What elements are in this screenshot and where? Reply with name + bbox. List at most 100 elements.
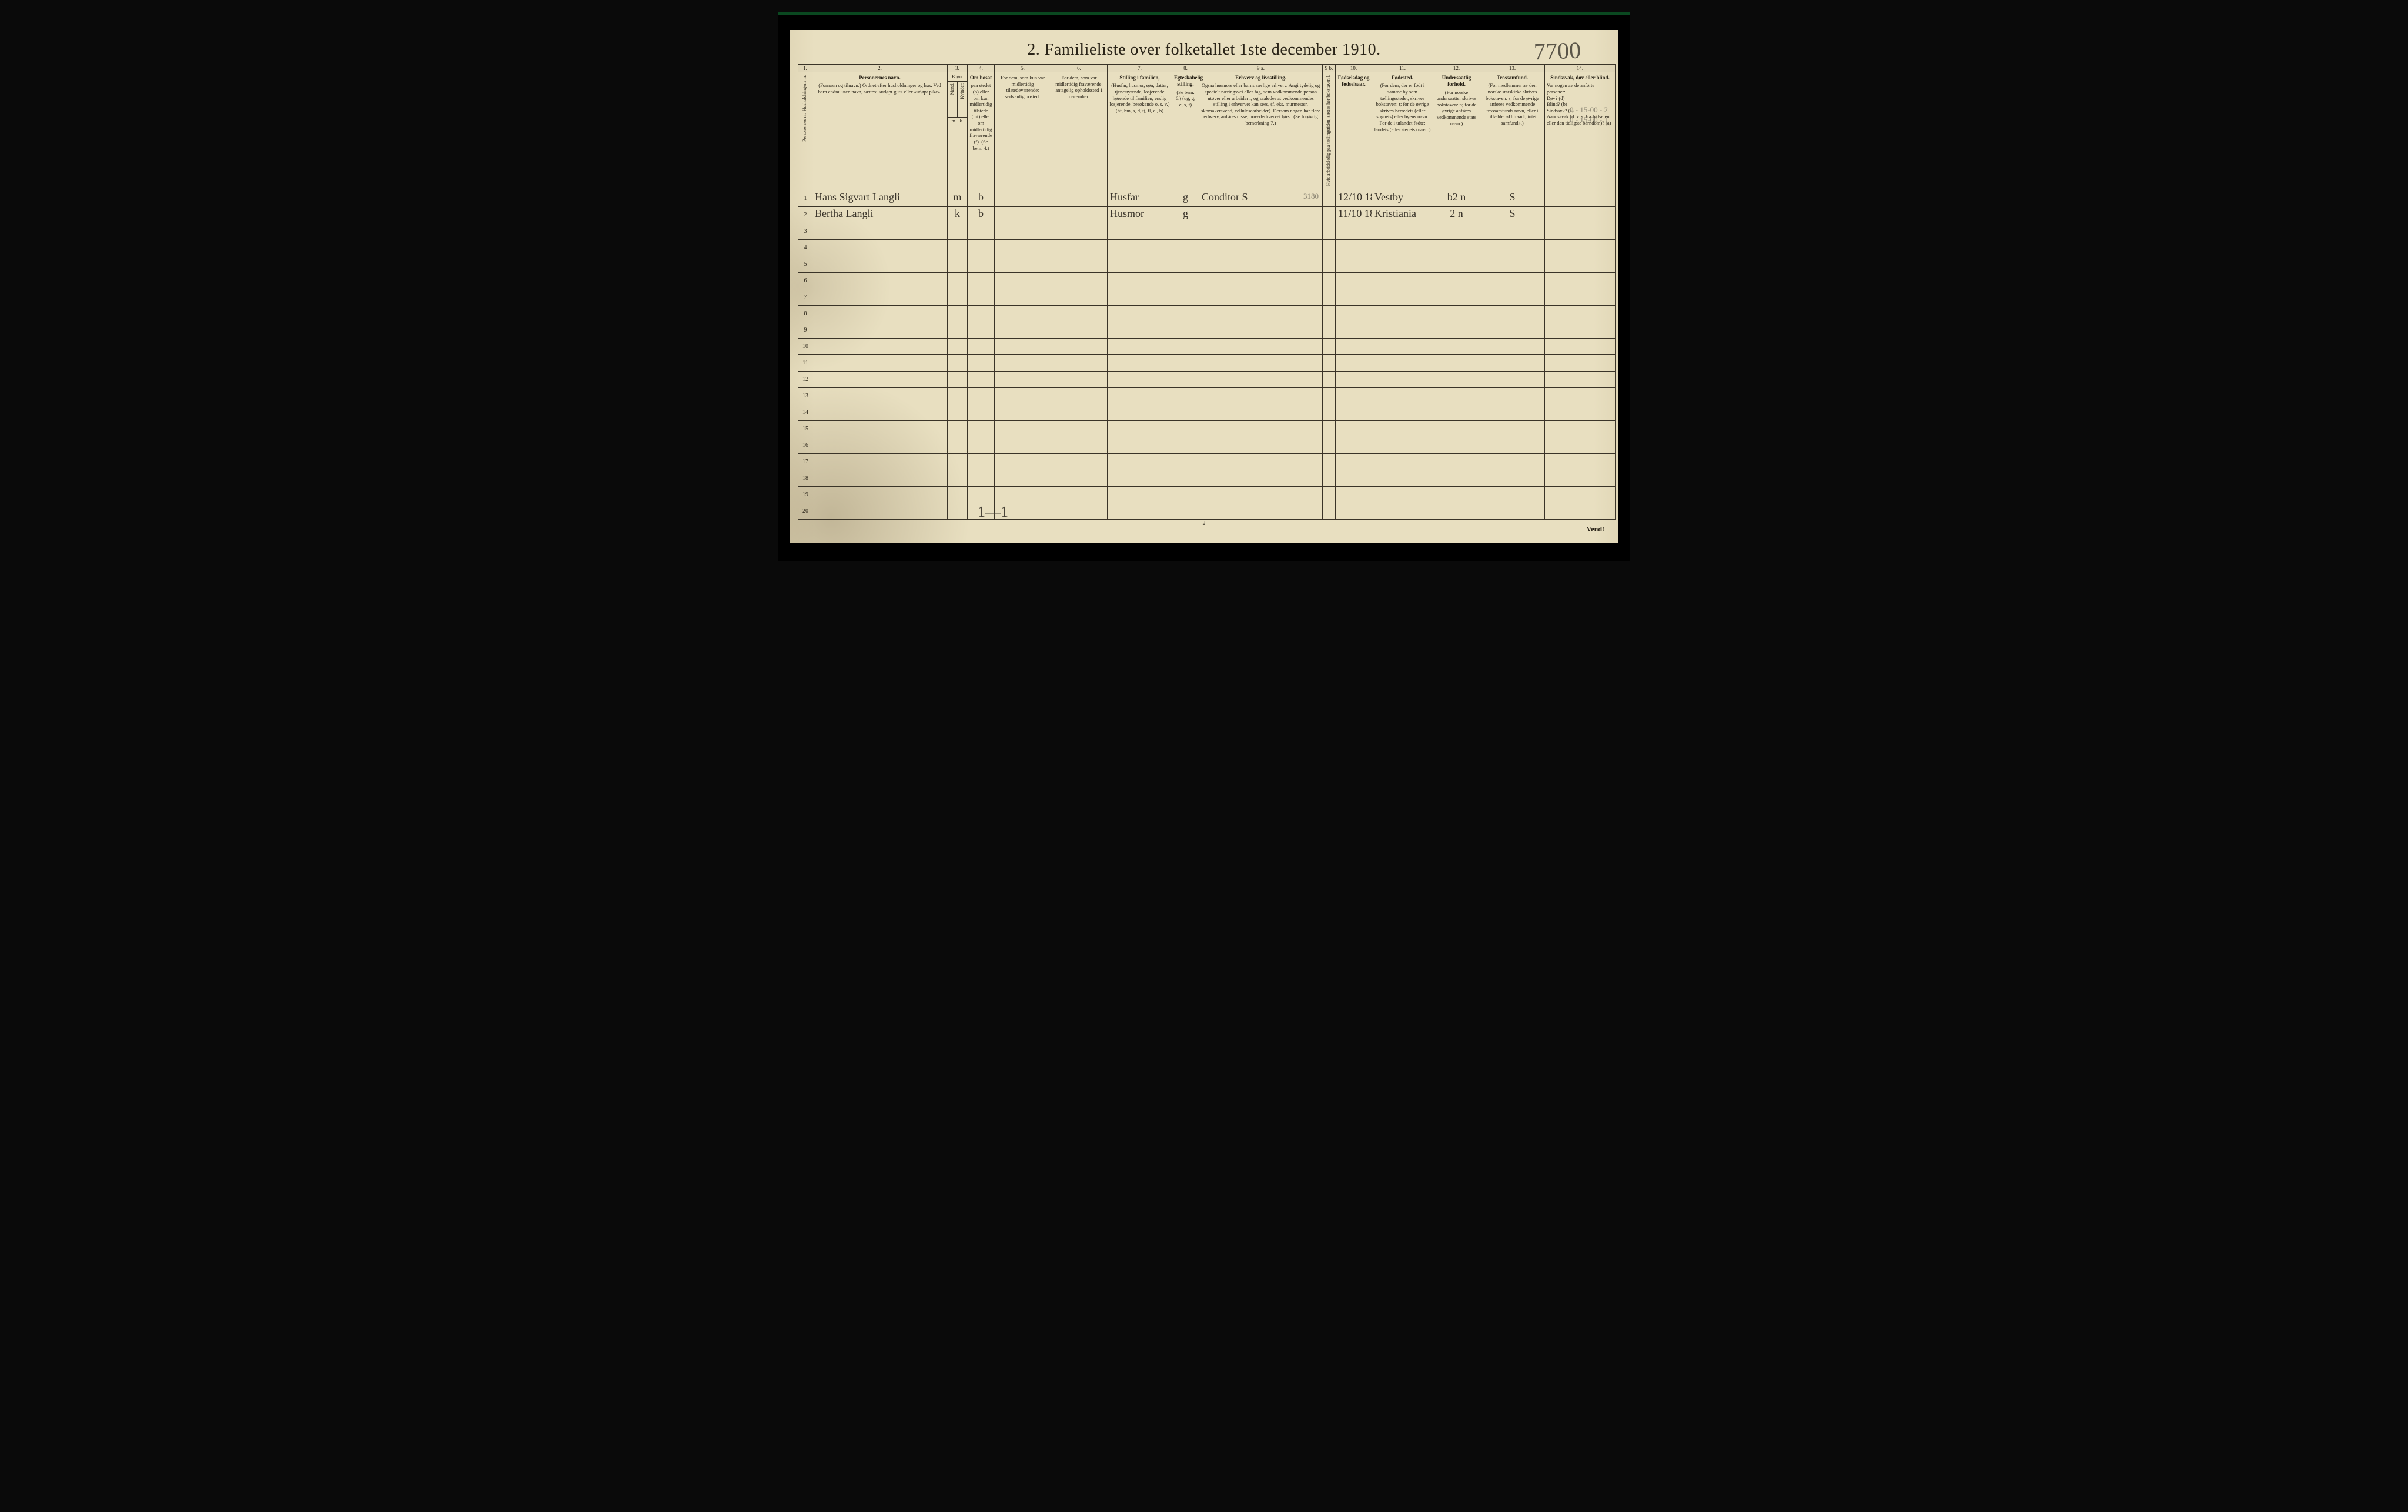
cell — [1051, 206, 1108, 223]
cell — [1051, 305, 1108, 322]
cell — [995, 289, 1051, 305]
cell — [995, 256, 1051, 272]
cell — [1323, 338, 1336, 354]
cell — [1172, 404, 1199, 420]
header-title: Kjøn. — [948, 72, 967, 82]
cell — [948, 322, 968, 338]
cell — [968, 272, 995, 289]
cell — [1433, 404, 1480, 420]
cell — [968, 420, 995, 437]
cell — [1545, 190, 1616, 206]
cell: b2 n — [1433, 190, 1480, 206]
cell — [1199, 371, 1323, 387]
cell — [948, 256, 968, 272]
cell — [995, 437, 1051, 453]
header-sub: (For medlemmer av den norske statskirke … — [1486, 82, 1539, 126]
cell — [968, 371, 995, 387]
cell — [1172, 239, 1199, 256]
cell — [1480, 503, 1545, 519]
table-row: 18 — [798, 470, 1616, 486]
cell — [1323, 470, 1336, 486]
cell — [948, 453, 968, 470]
col-header-4: Om bosat paa stedet (b) eller om kun mid… — [968, 72, 995, 190]
cell — [968, 305, 995, 322]
cell — [812, 289, 948, 305]
header-title: Personernes navn. — [814, 75, 945, 81]
cell — [1545, 223, 1616, 239]
cell — [995, 338, 1051, 354]
row-number: 1 — [798, 190, 812, 206]
row-number: 12 — [798, 371, 812, 387]
col-header-6: For dem, som var midlertidig fraværende:… — [1051, 72, 1108, 190]
cell — [1480, 453, 1545, 470]
cell — [1108, 453, 1172, 470]
table-row: 17 — [798, 453, 1616, 470]
cell — [1108, 470, 1172, 486]
cell — [1372, 338, 1433, 354]
cell — [1372, 453, 1433, 470]
cell — [812, 387, 948, 404]
cell — [1172, 256, 1199, 272]
cell — [1199, 470, 1323, 486]
cell — [1433, 371, 1480, 387]
cell — [995, 272, 1051, 289]
cell — [1336, 470, 1372, 486]
cell — [1480, 354, 1545, 371]
cell — [1108, 503, 1172, 519]
cell — [1545, 206, 1616, 223]
table-body: 1Hans Sigvart LanglimbHusfargConditor S1… — [798, 190, 1616, 519]
cell: 2 n — [1433, 206, 1480, 223]
cell — [968, 354, 995, 371]
cell — [948, 387, 968, 404]
cell — [968, 289, 995, 305]
cell — [1108, 404, 1172, 420]
cell: g — [1172, 190, 1199, 206]
cell — [1323, 272, 1336, 289]
cell — [1323, 354, 1336, 371]
cell — [1372, 354, 1433, 371]
header-title: Egteskabelig stilling. — [1174, 75, 1197, 88]
cell — [1199, 239, 1323, 256]
cell — [812, 354, 948, 371]
cell — [995, 486, 1051, 503]
cell — [995, 322, 1051, 338]
page-number: 2 — [1203, 520, 1206, 527]
cell — [1545, 256, 1616, 272]
col-header-10: Fødselsdag og fødselsaar. — [1336, 72, 1372, 190]
cell — [1323, 503, 1336, 519]
colnum: 9 b. — [1323, 65, 1336, 72]
cell — [1433, 305, 1480, 322]
cell — [1336, 289, 1372, 305]
table-row: 4 — [798, 239, 1616, 256]
cell — [1480, 239, 1545, 256]
cell — [1172, 305, 1199, 322]
cell — [1051, 387, 1108, 404]
cell — [1372, 272, 1433, 289]
cell — [995, 206, 1051, 223]
row-number: 8 — [798, 305, 812, 322]
cell — [1108, 338, 1172, 354]
cell — [1433, 387, 1480, 404]
colnum: 1. — [798, 65, 812, 72]
cell — [995, 223, 1051, 239]
cell — [1199, 503, 1323, 519]
cell — [1545, 338, 1616, 354]
col-header-3: Kjøn. Mand. Kvinder. m. | k. — [948, 72, 968, 190]
cell — [812, 256, 948, 272]
header-sub: (Fornavn og tilnavn.) Ordnet efter husho… — [818, 82, 942, 95]
cell — [812, 305, 948, 322]
cell — [1172, 272, 1199, 289]
header-sub: Mand. — [950, 83, 955, 95]
cell — [1545, 289, 1616, 305]
cell: S — [1480, 190, 1545, 206]
header-title: Undersaatlig forhold. — [1435, 75, 1478, 88]
cell — [968, 437, 995, 453]
cell — [1172, 322, 1199, 338]
cell — [1172, 453, 1199, 470]
cell — [1323, 305, 1336, 322]
cell — [948, 305, 968, 322]
cell — [1336, 338, 1372, 354]
header-title: Sindssvak, døv eller blind. — [1547, 75, 1613, 81]
cell — [1433, 486, 1480, 503]
cell — [948, 486, 968, 503]
